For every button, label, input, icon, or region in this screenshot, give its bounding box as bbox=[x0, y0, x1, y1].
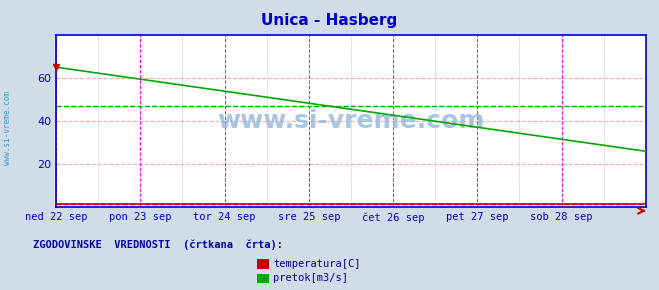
Text: www.si-vreme.com: www.si-vreme.com bbox=[3, 90, 13, 165]
Text: pretok[m3/s]: pretok[m3/s] bbox=[273, 273, 349, 283]
Text: Unica - Hasberg: Unica - Hasberg bbox=[262, 13, 397, 28]
Text: temperatura[C]: temperatura[C] bbox=[273, 259, 361, 269]
Text: www.si-vreme.com: www.si-vreme.com bbox=[217, 109, 484, 133]
Text: ZGODOVINSKE  VREDNOSTI  (črtkana  črta):: ZGODOVINSKE VREDNOSTI (črtkana črta): bbox=[33, 240, 283, 250]
